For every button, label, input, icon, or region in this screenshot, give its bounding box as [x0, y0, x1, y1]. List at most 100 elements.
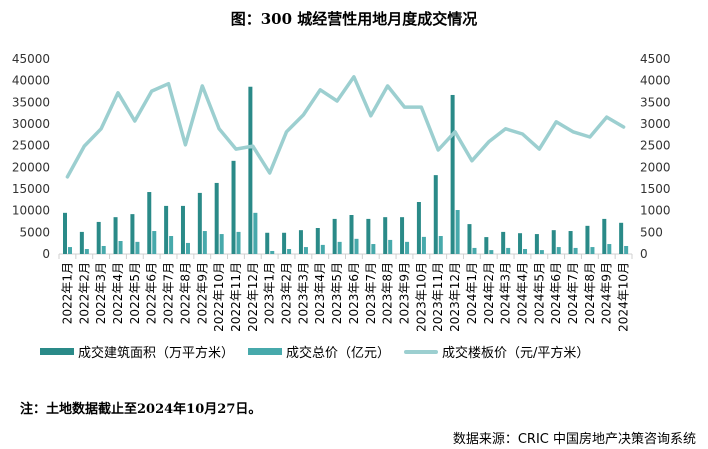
x-tick-label: 2024年1月	[465, 262, 479, 324]
legend-swatch-price	[404, 349, 439, 354]
bar-total	[539, 250, 544, 254]
legend-item-total: 成交总价（亿元）	[248, 342, 390, 361]
x-tick-label: 2022年4月	[111, 262, 125, 324]
bar-area	[197, 192, 202, 254]
x-tick-label: 2024年10月	[617, 262, 631, 332]
bar-total	[337, 241, 342, 254]
bar-total	[388, 239, 393, 254]
bar-total	[169, 236, 174, 254]
bar-area	[551, 230, 556, 254]
bar-total	[590, 247, 595, 254]
bar-area	[180, 205, 185, 254]
bar-area	[585, 225, 590, 254]
bar-area	[147, 192, 152, 254]
y-right-tick-label: 1000	[640, 204, 671, 218]
x-tick-label: 2022年9月	[195, 262, 209, 324]
bar-total	[152, 231, 157, 254]
bar-total	[506, 247, 511, 254]
x-tick-label: 2023年10月	[414, 262, 428, 332]
bar-total	[556, 247, 561, 254]
bar-area	[383, 217, 388, 254]
x-tick-label: 2022年7月	[162, 262, 176, 324]
bar-total	[185, 242, 190, 254]
bar-area	[349, 215, 354, 254]
bar-area	[602, 218, 607, 254]
data-source: 数据来源：CRIC 中国房地产决策咨询系统	[452, 432, 696, 447]
y-left-tick-label: 40000	[12, 74, 50, 88]
bar-area	[416, 202, 421, 254]
bar-total	[270, 250, 275, 254]
y-right-tick-label: 4500	[640, 52, 671, 66]
bar-area	[113, 217, 118, 254]
x-tick-label: 2024年4月	[515, 262, 529, 324]
bar-total	[135, 241, 140, 254]
x-tick-label: 2022年5月	[128, 262, 142, 324]
bar-total	[253, 212, 258, 254]
bar-area	[282, 232, 287, 254]
bar-total	[320, 244, 325, 254]
bar-area	[79, 231, 84, 254]
bar-total	[219, 234, 224, 254]
x-tick-label: 2022年10月	[212, 262, 226, 332]
y-right-tick-label: 2000	[640, 160, 671, 174]
legend-item-price: 成交楼板价（元/平方米）	[404, 342, 589, 361]
bar-total	[405, 241, 410, 254]
x-tick-label: 2022年3月	[94, 262, 108, 324]
x-tick-label: 2023年9月	[397, 262, 411, 324]
y-left-tick-label: 5000	[19, 225, 50, 239]
bar-total	[607, 244, 612, 254]
bar-area	[214, 182, 219, 254]
chart-title: 图：300 城经营性用地月度成交情况	[230, 10, 478, 28]
bar-total	[371, 244, 376, 254]
bar-total	[438, 236, 443, 254]
y-left-tick-label: 15000	[12, 182, 50, 196]
x-tick-label: 2022年2月	[77, 262, 91, 324]
bar-total	[118, 241, 123, 254]
x-tick-label: 2024年3月	[499, 262, 513, 324]
x-tick-label: 2022年8月	[178, 262, 192, 324]
bar-area	[518, 233, 523, 254]
bar-total	[523, 249, 528, 254]
x-tick-label: 2023年2月	[280, 262, 294, 324]
bar-area	[568, 231, 573, 254]
x-tick-label: 2023年4月	[313, 262, 327, 324]
x-tick-label: 2024年6月	[549, 262, 563, 324]
bar-area	[130, 214, 135, 254]
bar-total	[202, 231, 207, 254]
legend-item-area: 成交建筑面积（万平方米）	[40, 342, 234, 361]
y-right-tick-label: 4000	[640, 74, 671, 88]
y-right-tick-label: 3000	[640, 117, 671, 131]
line-price	[65, 75, 626, 179]
bar-area	[484, 237, 489, 254]
legend: 成交建筑面积（万平方米） 成交总价（亿元） 成交楼板价（元/平方米）	[40, 342, 589, 361]
x-tick-label: 2024年5月	[532, 262, 546, 324]
y-left-tick-label: 45000	[12, 52, 50, 66]
bar-area	[467, 224, 472, 254]
x-tick-label: 2024年7月	[566, 262, 580, 324]
y-left-tick-label: 0	[42, 247, 50, 261]
legend-label-price: 成交楼板价（元/平方米）	[442, 346, 590, 361]
bar-area	[231, 160, 236, 254]
y-left-tick-label: 20000	[12, 160, 50, 174]
bar-total	[354, 238, 359, 254]
x-tick-label: 2024年8月	[583, 262, 597, 324]
y-left-tick-label: 25000	[12, 139, 50, 153]
x-tick-label: 2023年7月	[364, 262, 378, 324]
bar-area	[315, 228, 320, 254]
x-tick-label: 2023年12月	[448, 262, 462, 332]
bar-total	[287, 249, 292, 254]
bar-total	[573, 247, 578, 254]
legend-label-area: 成交建筑面积（万平方米）	[78, 346, 235, 361]
bar-area	[63, 212, 67, 254]
bar-area	[450, 94, 455, 254]
x-tick-label: 2023年11月	[431, 262, 445, 332]
bar-area	[96, 221, 101, 254]
x-tick-label: 2023年1月	[263, 262, 277, 324]
legend-label-total: 成交总价（亿元）	[286, 346, 391, 361]
bar-area	[248, 86, 253, 254]
x-tick-label: 2023年8月	[381, 262, 395, 324]
legend-swatch-total	[248, 348, 283, 355]
x-tick-label: 2023年6月	[347, 262, 361, 324]
x-tick-label: 2023年3月	[296, 262, 310, 324]
x-tick-label: 2024年9月	[600, 262, 614, 324]
